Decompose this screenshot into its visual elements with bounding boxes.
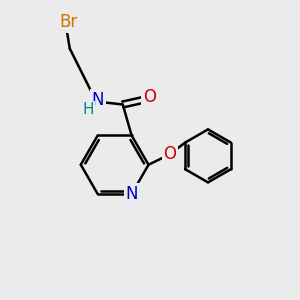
Text: O: O <box>163 146 176 164</box>
Text: Br: Br <box>59 13 77 31</box>
Text: O: O <box>143 88 156 106</box>
Text: N: N <box>92 91 104 109</box>
Text: N: N <box>125 185 138 203</box>
Text: H: H <box>82 102 94 117</box>
